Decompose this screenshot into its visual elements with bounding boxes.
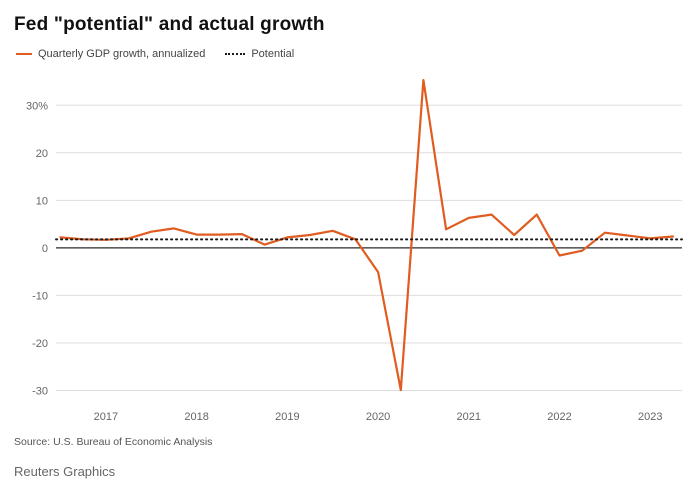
x-tick-label: 2022 xyxy=(547,411,571,423)
potential-line-swatch xyxy=(225,53,246,55)
y-tick-label: -20 xyxy=(32,338,48,350)
gdp-line-swatch xyxy=(16,53,32,55)
x-tick-label: 2017 xyxy=(94,411,118,423)
legend-label-gdp: Quarterly GDP growth, annualized xyxy=(38,48,206,60)
legend-label-potential: Potential xyxy=(251,48,295,60)
gdp-growth-line xyxy=(59,79,675,392)
legend: Quarterly GDP growth, annualized Potenti… xyxy=(16,48,687,60)
line-chart-canvas: 30% 20 10 0 -10 -20 -30 2017 2018 2019 2020 2021 202… xyxy=(26,79,683,423)
x-tick-label: 2018 xyxy=(184,411,208,423)
source-note: Source: U.S. Bureau of Economic Analysis xyxy=(14,436,213,448)
legend-item-potential: Potential xyxy=(225,48,294,60)
y-tick-label: 0 xyxy=(42,243,48,255)
chart-card: Fed "potential" and actual growth Quarte… xyxy=(14,14,687,423)
x-tick-label: 2021 xyxy=(457,411,481,423)
x-tick-label: 2023 xyxy=(638,411,662,423)
x-tick-label: 2020 xyxy=(366,411,390,423)
reuters-graphics-credit: Reuters Graphics xyxy=(14,464,116,479)
y-tick-label: 10 xyxy=(36,195,48,207)
y-tick-label: -10 xyxy=(32,290,48,302)
legend-item-gdp: Quarterly GDP growth, annualized xyxy=(16,48,205,60)
y-tick-label: 20 xyxy=(36,148,48,160)
y-tick-label: -30 xyxy=(32,385,48,397)
page-title: Fed "potential" and actual growth xyxy=(14,14,325,35)
y-tick-label: 30% xyxy=(26,100,48,112)
x-tick-label: 2019 xyxy=(275,411,299,423)
